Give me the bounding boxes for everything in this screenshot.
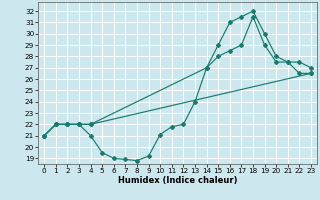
X-axis label: Humidex (Indice chaleur): Humidex (Indice chaleur) (118, 176, 237, 185)
